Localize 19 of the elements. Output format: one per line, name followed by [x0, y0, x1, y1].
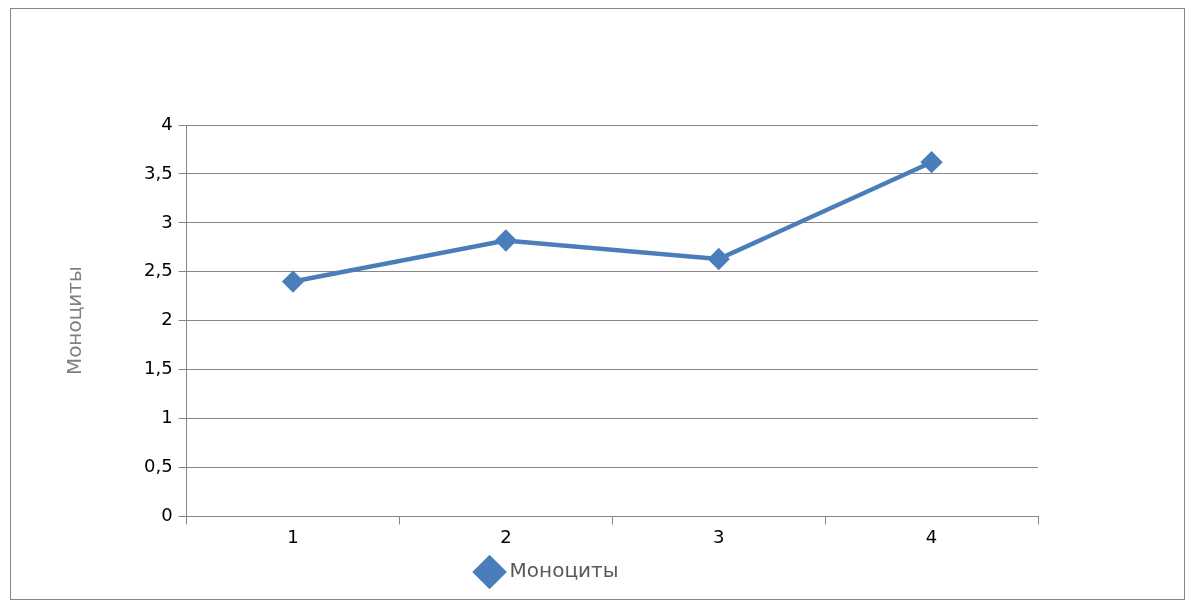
- point: [921, 151, 942, 173]
- y-tick-label: 4: [161, 112, 173, 134]
- point: [708, 248, 729, 270]
- x-tick-label: 1: [287, 525, 299, 547]
- point: [495, 230, 517, 251]
- point: [282, 271, 304, 292]
- y-tick-label: 0: [161, 504, 173, 526]
- y-tick-label: 3: [161, 210, 173, 232]
- y-tick-label: 1,5: [143, 357, 173, 379]
- x-tick-label: 4: [925, 525, 938, 547]
- y-axis-title: Моноциты: [62, 266, 87, 376]
- y-tick-label: 0,5: [143, 455, 173, 477]
- x-tick-label: 3: [713, 525, 725, 547]
- y-tick-label: 1: [161, 406, 173, 428]
- y-tick-label: 3,5: [143, 161, 173, 183]
- y-tick-label: 2: [161, 308, 173, 330]
- y-tick-label: 2,5: [143, 259, 173, 281]
- legend-label: Моноциты: [509, 558, 619, 583]
- x-tick-label: 2: [500, 525, 512, 547]
